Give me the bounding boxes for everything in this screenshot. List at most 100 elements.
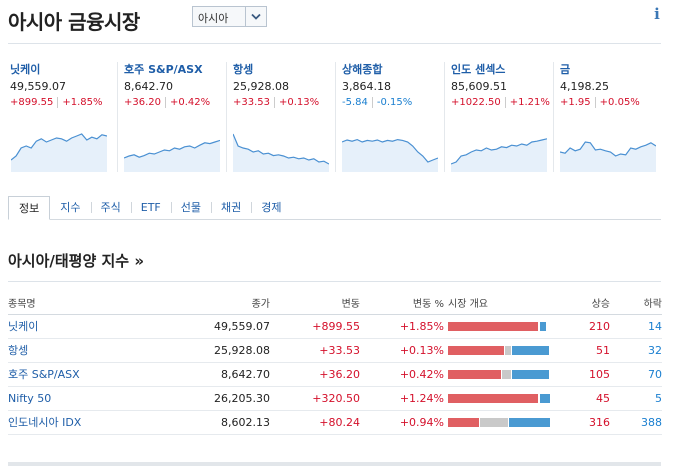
index-pct: +1.85% <box>360 314 444 339</box>
ticker-card[interactable]: 호주 S&P/ASX 8,642.70 +36.20 +0.42% <box>117 62 226 172</box>
sparkline-area <box>342 139 438 172</box>
market-breadth-bar <box>448 369 550 379</box>
ticker-card[interactable]: 금 4,198.25 +1.95 +0.05% <box>553 62 662 172</box>
sparkline-line <box>560 141 656 157</box>
divider <box>8 281 661 282</box>
tab-1[interactable]: 지수 <box>60 201 81 214</box>
breadth-up-segment <box>448 417 479 427</box>
sparkline-chart <box>11 133 107 172</box>
market-breadth-cell <box>444 410 554 435</box>
ticker-change: +1022.50 <box>451 97 501 108</box>
market-breadth-bar <box>448 345 550 355</box>
table-header-row: 종목명 종가 변동 변동 % 시장 개요 상승 하락 <box>8 292 662 315</box>
advancers-count: 316 <box>554 410 610 435</box>
breadth-down-segment <box>539 393 550 403</box>
tab-2[interactable]: 주식 <box>90 196 131 219</box>
market-breadth-cell <box>444 362 554 387</box>
ticker-name[interactable]: 호주 S&P/ASX <box>124 63 203 76</box>
breadth-unchanged-segment <box>502 369 512 379</box>
divider <box>8 43 661 44</box>
advancers-count: 51 <box>554 338 610 363</box>
indices-table: 종목명 종가 변동 변동 % 시장 개요 상승 하락 닛케이 49,559.07 +… <box>8 292 662 435</box>
tab-6[interactable]: 경제 <box>251 196 291 219</box>
decliners-count: 388 <box>610 410 662 435</box>
tab-5[interactable]: 채권 <box>211 196 251 219</box>
market-breadth-cell <box>444 338 554 363</box>
index-change: +80.24 <box>270 410 360 435</box>
index-last: 26,205.30 <box>142 386 270 411</box>
ticker-card[interactable]: 상해종합 3,864.18 -5.84 -0.15% <box>335 62 444 172</box>
breadth-down-segment <box>509 417 550 427</box>
col-header-name: 종목명 <box>8 292 142 315</box>
sparkline-chart <box>451 138 547 172</box>
index-change: +36.20 <box>270 362 360 387</box>
sparkline-line <box>124 139 220 159</box>
ticker-card[interactable]: 인도 센섹스 85,609.51 +1022.50 +1.21% <box>444 62 553 172</box>
sparkline-chart <box>560 141 656 172</box>
advancers-count: 45 <box>554 386 610 411</box>
breadth-unchanged-segment <box>505 345 512 355</box>
section-title[interactable]: 아시아/태평양 지수 » <box>8 252 145 270</box>
col-header-breadth: 시장 개요 <box>444 292 554 315</box>
advancers-count: 105 <box>554 362 610 387</box>
index-pct: +0.94% <box>360 410 444 435</box>
ticker-pct: +0.42% <box>165 97 211 108</box>
market-breadth-bar <box>448 321 550 331</box>
region-select[interactable]: 아시아 <box>192 6 267 27</box>
col-header-change: 변동 <box>270 292 360 315</box>
tab-0[interactable]: 정보 <box>8 196 51 220</box>
sparkline-line <box>342 138 438 163</box>
index-pct: +0.42% <box>360 362 444 387</box>
table-row: 항셍 25,928.08 +33.53 +0.13% 51 32 <box>8 338 662 363</box>
index-name-link[interactable]: Nifty 50 <box>8 386 142 411</box>
ticker-name[interactable]: 항셍 <box>233 63 254 76</box>
advancers-count: 210 <box>554 314 610 339</box>
tab-4[interactable]: 선물 <box>170 196 211 219</box>
index-last: 8,642.70 <box>142 362 270 387</box>
index-last: 25,928.08 <box>142 338 270 363</box>
breadth-up-segment <box>448 345 505 355</box>
info-icon[interactable]: i <box>654 5 660 23</box>
col-header-decliners: 하락 <box>610 292 662 315</box>
ticker-price: 25,928.08 <box>233 80 289 93</box>
bottom-divider <box>8 462 661 466</box>
region-select-value: 아시아 <box>198 12 229 25</box>
col-header-pct: 변동 % <box>360 292 444 315</box>
page-title: 아시아 금융시장 <box>8 10 140 34</box>
index-change: +33.53 <box>270 338 360 363</box>
ticker-price: 85,609.51 <box>451 80 507 93</box>
index-name-link[interactable]: 호주 S&P/ASX <box>8 362 142 387</box>
market-breadth-cell <box>444 386 554 411</box>
tab-3[interactable]: ETF <box>130 196 171 219</box>
chevron-down-icon <box>245 7 266 26</box>
breadth-up-segment <box>448 393 538 403</box>
ticker-change: +36.20 <box>124 97 162 108</box>
decliners-count: 70 <box>610 362 662 387</box>
market-breadth-bar <box>448 417 550 427</box>
ticker-pct: +1.85% <box>57 97 103 108</box>
ticker-change: +33.53 <box>233 97 271 108</box>
breadth-up-segment <box>448 369 502 379</box>
index-pct: +1.24% <box>360 386 444 411</box>
market-breadth-cell <box>444 314 554 339</box>
ticker-name[interactable]: 닛케이 <box>10 63 41 76</box>
index-change: +899.55 <box>270 314 360 339</box>
table-row: Nifty 50 26,205.30 +320.50 +1.24% 45 5 <box>8 386 662 411</box>
ticker-name[interactable]: 인도 센섹스 <box>451 63 506 76</box>
index-name-link[interactable]: 인도네시아 IDX <box>8 410 142 435</box>
index-last: 49,559.07 <box>142 314 270 339</box>
ticker-price: 4,198.25 <box>560 80 609 93</box>
ticker-card[interactable]: 항셍 25,928.08 +33.53 +0.13% <box>226 62 335 172</box>
decliners-count: 5 <box>610 386 662 411</box>
table-row: 인도네시아 IDX 8,602.13 +80.24 +0.94% 316 388 <box>8 410 662 435</box>
ticker-name[interactable]: 금 <box>560 63 571 76</box>
breadth-down-segment <box>539 321 546 331</box>
index-name-link[interactable]: 항셍 <box>8 338 142 363</box>
ticker-pct: +0.05% <box>594 97 640 108</box>
sparkline-line <box>233 133 329 165</box>
index-name-link[interactable]: 닛케이 <box>8 314 142 339</box>
ticker-card[interactable]: 닛케이 49,559.07 +899.55 +1.85% <box>8 62 117 172</box>
table-row: 닛케이 49,559.07 +899.55 +1.85% 210 14 <box>8 314 662 339</box>
decliners-count: 14 <box>610 314 662 339</box>
ticker-name[interactable]: 상해종합 <box>342 63 383 76</box>
